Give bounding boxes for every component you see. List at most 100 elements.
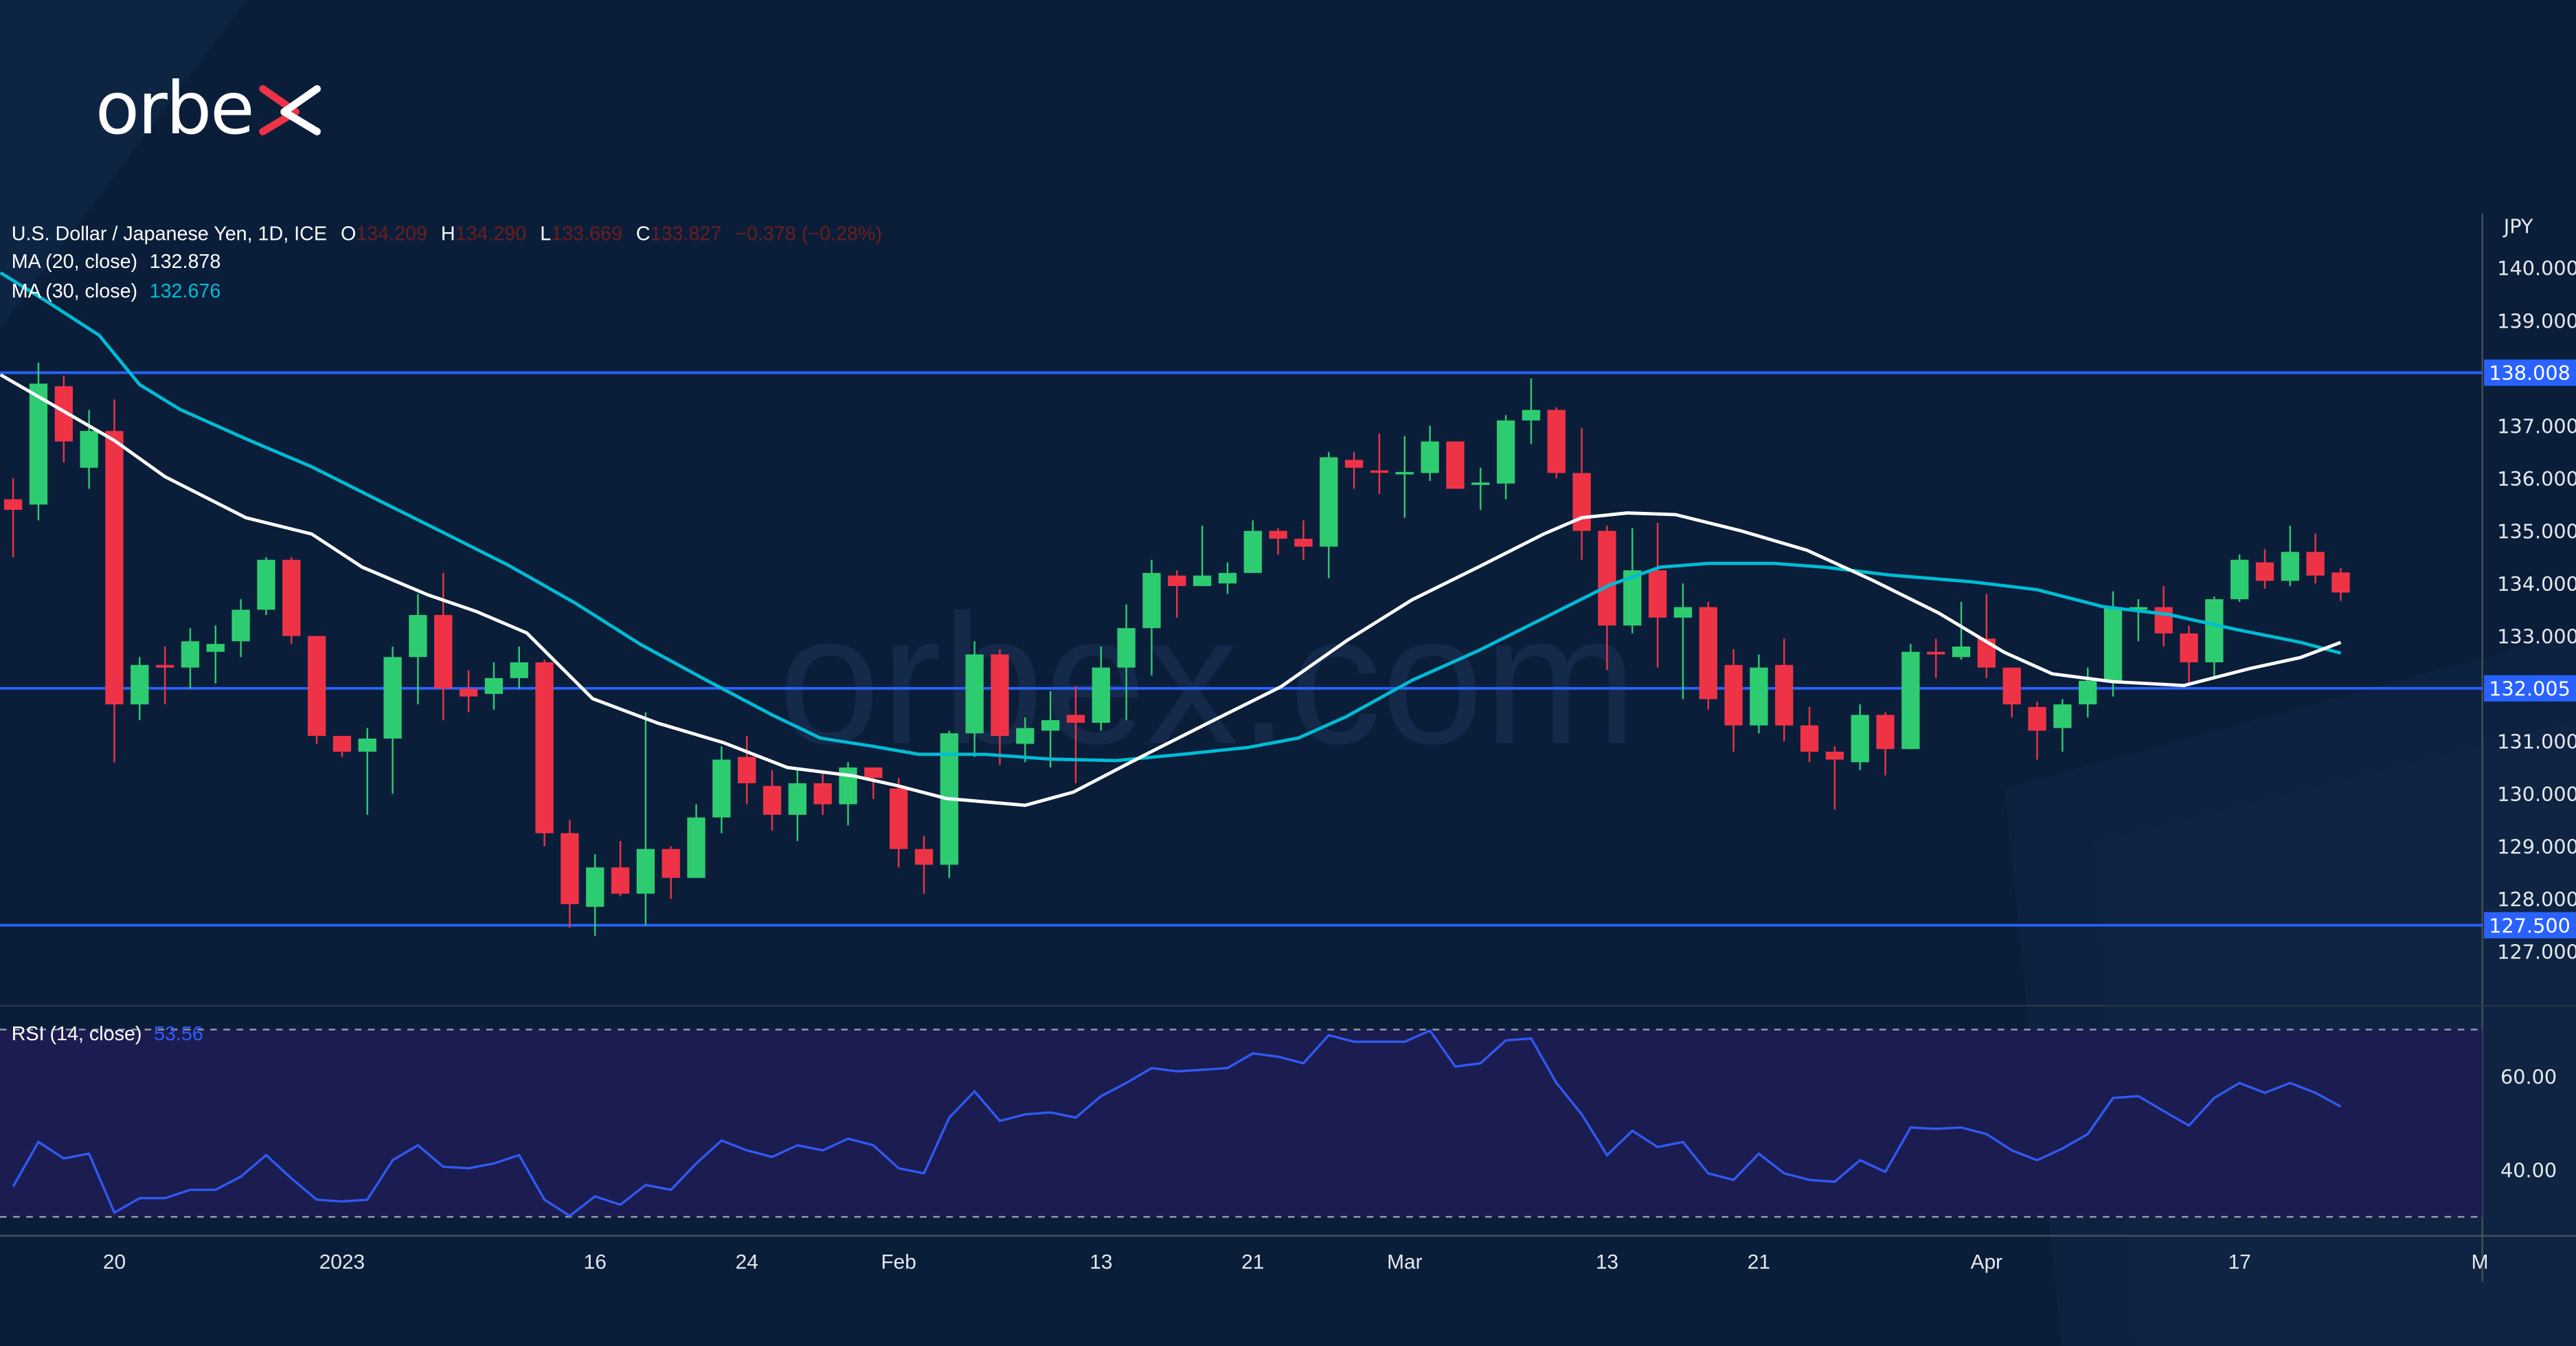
candle-bullish[interactable] — [231, 599, 250, 658]
candle-bullish[interactable] — [2205, 596, 2224, 678]
candle-bullish[interactable] — [181, 628, 200, 689]
candle-bullish[interactable] — [80, 410, 98, 489]
close-value: 133.827 — [651, 223, 722, 245]
candle-bullish[interactable] — [965, 641, 984, 757]
symbol-legend[interactable]: U.S. Dollar / Japanese Yen, 1D, ICE O134… — [12, 223, 882, 245]
candle-bearish[interactable] — [2002, 667, 2021, 718]
candle-bearish[interactable] — [1876, 712, 1895, 776]
candle-bearish[interactable] — [1699, 601, 1717, 710]
candle-bearish[interactable] — [864, 767, 883, 799]
candle-bullish[interactable] — [484, 662, 504, 710]
candle-bullish[interactable] — [383, 646, 402, 794]
candle-bearish[interactable] — [105, 399, 124, 763]
candle-bearish[interactable] — [762, 770, 782, 831]
candle-bullish[interactable] — [510, 646, 528, 689]
candle-bearish[interactable] — [2180, 625, 2198, 684]
price-tick-label: 139.000 — [2497, 309, 2576, 333]
candle-bullish[interactable] — [1496, 415, 1515, 500]
candle-bearish[interactable] — [1775, 638, 1794, 741]
candle-bullish[interactable] — [1673, 583, 1693, 699]
candle-bearish[interactable] — [307, 636, 326, 744]
candle-bullish[interactable] — [206, 625, 225, 684]
candle-bearish[interactable] — [1294, 520, 1313, 560]
candle-bullish[interactable] — [1092, 646, 1110, 731]
candle-bullish[interactable] — [358, 728, 376, 815]
price-axis[interactable]: 140.000 139.000 137.000 136.000 135.000 134.0… — [2497, 257, 2576, 964]
candle-bullish[interactable] — [29, 362, 48, 521]
candle-bearish[interactable] — [2255, 549, 2274, 589]
candle-bullish[interactable] — [2129, 599, 2148, 642]
candle-bearish[interactable] — [1800, 707, 1819, 763]
candle-bearish[interactable] — [561, 820, 579, 928]
candle-bullish[interactable] — [636, 712, 655, 926]
candle-bullish[interactable] — [2103, 591, 2123, 697]
rsi-legend[interactable]: RSI (14, close) 53.56 — [12, 1023, 203, 1045]
candle-bearish[interactable] — [1825, 746, 1844, 810]
candle-bullish[interactable] — [257, 557, 275, 616]
candle-bullish[interactable] — [687, 804, 705, 878]
candle-bearish[interactable] — [662, 846, 680, 899]
candle-bearish[interactable] — [434, 572, 453, 721]
candle-bearish[interactable] — [1344, 451, 1364, 489]
candle-bearish[interactable] — [2306, 533, 2325, 584]
candle-bullish[interactable] — [2281, 525, 2300, 586]
candle-bearish[interactable] — [535, 660, 554, 846]
candle-bearish[interactable] — [1168, 570, 1186, 618]
candle-bullish[interactable] — [2079, 667, 2097, 718]
candle-bullish[interactable] — [1218, 562, 1237, 594]
candle-bearish[interactable] — [914, 835, 934, 894]
candle-bearish[interactable] — [1547, 407, 1566, 479]
candle-bearish[interactable] — [1066, 686, 1085, 783]
candle-bullish[interactable] — [1471, 467, 1490, 511]
candle-bearish[interactable] — [282, 557, 301, 644]
candle-bullish[interactable] — [712, 746, 731, 833]
time-axis[interactable]: 20 2023 16 24 Feb 13 21 Mar 13 21 Apr 17 M — [103, 1250, 2489, 1273]
candle-bearish[interactable] — [332, 736, 352, 757]
candle-bearish[interactable] — [738, 736, 756, 805]
candle-bullish[interactable] — [1750, 654, 1768, 734]
candle-bullish[interactable] — [1117, 604, 1136, 721]
candle-bearish[interactable] — [991, 649, 1009, 765]
candle-bullish[interactable] — [1016, 717, 1035, 763]
candle-bullish[interactable] — [1901, 644, 1920, 750]
candle-bearish[interactable] — [1648, 523, 1667, 668]
candle-bearish[interactable] — [2028, 702, 2046, 760]
ma20-legend[interactable]: MA (20, close) 132.878 — [12, 251, 221, 273]
candle-bullish[interactable] — [586, 854, 605, 936]
candle-bullish[interactable] — [1395, 436, 1414, 518]
candle-bullish[interactable] — [1421, 425, 1439, 481]
candle-bearish[interactable] — [890, 778, 908, 868]
candle-bearish[interactable] — [54, 375, 73, 463]
candle-bearish[interactable] — [1446, 441, 1465, 489]
candle-bullish[interactable] — [1243, 520, 1262, 573]
candle-bullish[interactable] — [1041, 691, 1060, 768]
candle-bearish[interactable] — [2331, 568, 2350, 601]
price-tick-label: 137.000 — [2497, 414, 2576, 438]
candle-bullish[interactable] — [1522, 378, 1541, 445]
candle-bullish[interactable] — [131, 657, 149, 721]
rsi-axis[interactable]: 60.00 40.00 — [2500, 1065, 2557, 1182]
candle-bullish[interactable] — [2230, 554, 2249, 602]
candle-bullish[interactable] — [1193, 525, 1212, 586]
candle-bearish[interactable] — [1370, 434, 1389, 495]
candle-bearish[interactable] — [1572, 428, 1591, 560]
candle-bearish[interactable] — [155, 646, 174, 705]
candle-bullish[interactable] — [1142, 559, 1161, 676]
candle-bearish[interactable] — [813, 772, 832, 815]
candle-bearish[interactable] — [459, 670, 478, 713]
candle-bearish[interactable] — [3, 478, 23, 557]
candle-bearish[interactable] — [1927, 638, 1945, 678]
candle-bullish[interactable] — [2053, 699, 2072, 752]
candle-bearish[interactable] — [1724, 649, 1743, 752]
candle-bullish[interactable] — [1320, 451, 1338, 579]
candle-bullish[interactable] — [1851, 704, 1869, 770]
candle-bullish[interactable] — [1952, 601, 1971, 660]
candle-bearish[interactable] — [2154, 585, 2173, 647]
candle-bearish[interactable] — [1269, 528, 1287, 555]
candle-bullish[interactable] — [788, 770, 807, 842]
candle-bearish[interactable] — [1598, 525, 1616, 671]
candle-bearish[interactable] — [611, 841, 630, 897]
ma30-legend[interactable]: MA (30, close) 132.676 — [12, 280, 221, 302]
candle-bullish[interactable] — [409, 594, 427, 705]
